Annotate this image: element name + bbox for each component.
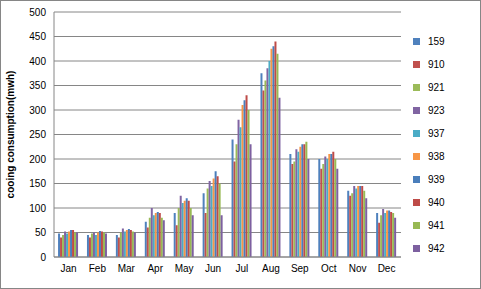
html-text:921: 921 [428,81,445,93]
svg-text:Mar: Mar [118,263,136,274]
svg-text:Aug: Aug [262,263,280,274]
html-text:159: 159 [428,35,445,47]
svg-text:500: 500 [29,7,46,18]
svg-text:Jun: Jun [205,263,221,274]
svg-text:450: 450 [29,31,46,42]
html-text:937: 937 [428,127,445,139]
svg-text:400: 400 [29,56,46,67]
svg-text:150: 150 [29,178,46,189]
svg-text:0: 0 [40,252,46,263]
html-text:940: 940 [428,196,445,208]
html-text:942: 942 [428,242,445,254]
svg-text:Dec: Dec [378,263,396,274]
svg-text:Apr: Apr [147,263,163,274]
html-text:910: 910 [428,58,445,70]
svg-text:50: 50 [35,227,47,238]
svg-text:Oct: Oct [321,263,337,274]
svg-text:300: 300 [29,105,46,116]
svg-text:200: 200 [29,154,46,165]
svg-text:May: May [175,263,194,274]
html-text:939: 939 [428,173,445,185]
svg-text:350: 350 [29,80,46,91]
svg-text:100: 100 [29,203,46,214]
svg-text:Sep: Sep [291,263,309,274]
svg-text:Feb: Feb [89,263,107,274]
html-text:923: 923 [428,104,445,116]
svg-text:250: 250 [29,129,46,140]
svg-text:Jul: Jul [236,263,249,274]
svg-text:Jan: Jan [60,263,76,274]
html-text:941: 941 [428,219,445,231]
svg-text:cooing consumption(mwh): cooing consumption(mwh) [8,71,16,199]
svg-text:Nov: Nov [349,263,367,274]
html-text:938: 938 [428,150,445,162]
